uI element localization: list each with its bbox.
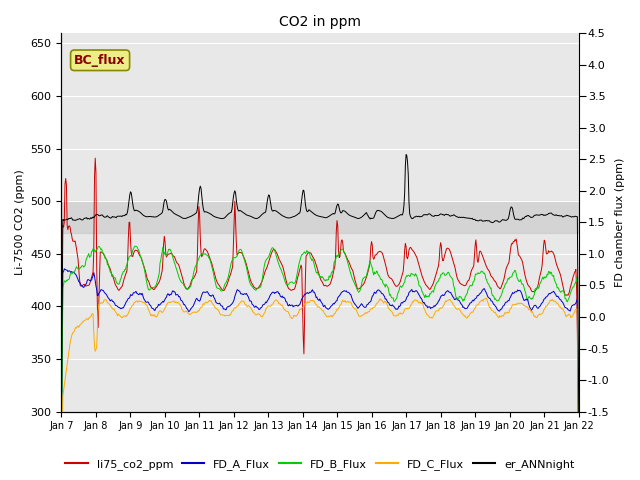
Text: BC_flux: BC_flux bbox=[74, 54, 126, 67]
Y-axis label: Li-7500 CO2 (ppm): Li-7500 CO2 (ppm) bbox=[15, 169, 25, 275]
Bar bbox=[61, 201, 579, 233]
Title: CO2 in ppm: CO2 in ppm bbox=[279, 15, 361, 29]
Y-axis label: FD chamber flux (ppm): FD chamber flux (ppm) bbox=[615, 157, 625, 287]
Legend: li75_co2_ppm, FD_A_Flux, FD_B_Flux, FD_C_Flux, er_ANNnight: li75_co2_ppm, FD_A_Flux, FD_B_Flux, FD_C… bbox=[61, 455, 579, 474]
